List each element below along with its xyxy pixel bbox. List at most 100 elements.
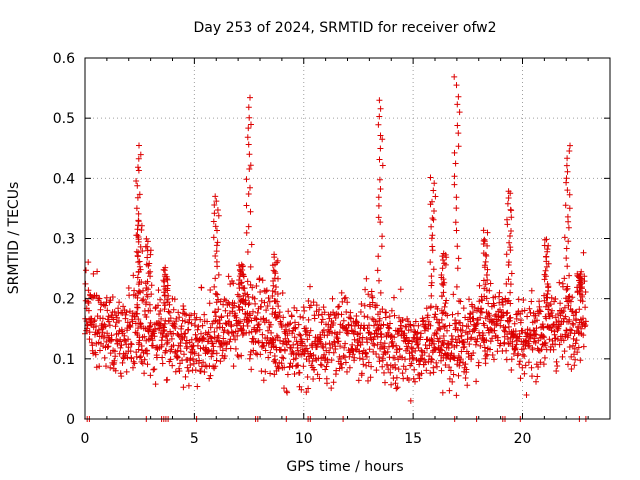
data-point bbox=[456, 359, 463, 366]
data-point bbox=[191, 350, 198, 357]
data-point bbox=[314, 371, 321, 378]
data-point bbox=[544, 299, 550, 306]
data-point bbox=[190, 356, 197, 363]
data-point bbox=[570, 321, 577, 328]
data-point bbox=[379, 136, 386, 143]
data-point bbox=[144, 254, 151, 261]
data-point bbox=[463, 366, 470, 373]
data-point bbox=[376, 358, 383, 365]
data-point bbox=[274, 334, 281, 341]
data-point bbox=[199, 335, 206, 342]
data-point bbox=[377, 145, 384, 152]
data-point bbox=[175, 309, 182, 316]
data-point bbox=[564, 263, 571, 270]
data-point bbox=[273, 314, 280, 321]
data-point bbox=[373, 302, 380, 309]
data-point bbox=[155, 302, 161, 309]
data-point bbox=[133, 353, 140, 360]
data-point bbox=[357, 309, 364, 315]
data-point bbox=[376, 277, 382, 284]
data-point bbox=[158, 315, 165, 322]
data-point bbox=[136, 191, 143, 198]
data-point bbox=[251, 295, 258, 302]
data-point bbox=[477, 314, 484, 321]
data-point bbox=[542, 339, 549, 346]
data-point bbox=[360, 356, 366, 363]
data-point bbox=[408, 360, 415, 367]
data-point bbox=[340, 317, 347, 324]
data-point bbox=[428, 223, 435, 230]
data-point bbox=[197, 345, 204, 352]
data-point bbox=[136, 354, 143, 361]
data-point bbox=[432, 311, 439, 318]
data-point bbox=[440, 250, 447, 257]
data-point bbox=[152, 326, 159, 333]
data-point bbox=[460, 305, 467, 312]
data-point bbox=[214, 291, 221, 298]
data-point bbox=[265, 327, 271, 334]
data-point bbox=[104, 344, 111, 350]
data-point bbox=[569, 308, 576, 315]
data-point bbox=[480, 332, 487, 339]
data-point bbox=[430, 187, 437, 194]
data-point bbox=[207, 324, 214, 331]
data-point bbox=[507, 206, 514, 213]
data-point bbox=[504, 309, 511, 316]
data-point bbox=[135, 164, 141, 171]
data-point bbox=[166, 309, 173, 316]
data-point bbox=[566, 293, 573, 300]
data-point bbox=[336, 329, 343, 336]
data-point bbox=[532, 312, 539, 319]
data-point bbox=[351, 336, 358, 343]
data-point bbox=[347, 309, 354, 316]
data-point bbox=[97, 306, 104, 313]
data-point bbox=[193, 314, 200, 321]
data-point bbox=[432, 193, 439, 200]
data-point bbox=[480, 250, 487, 257]
data-point bbox=[470, 315, 477, 322]
data-point bbox=[212, 253, 219, 259]
data-point bbox=[284, 332, 291, 339]
data-point bbox=[239, 327, 246, 334]
data-point bbox=[137, 266, 144, 273]
data-point bbox=[430, 266, 437, 273]
data-point bbox=[161, 289, 167, 296]
y-tick-label: 0.6 bbox=[53, 51, 75, 67]
data-point bbox=[408, 326, 414, 333]
data-point bbox=[188, 320, 195, 327]
data-point bbox=[244, 291, 251, 298]
data-point bbox=[541, 334, 548, 341]
data-point bbox=[102, 323, 109, 330]
data-point bbox=[285, 308, 292, 315]
data-point bbox=[238, 352, 245, 359]
data-point bbox=[459, 322, 466, 329]
data-point bbox=[411, 366, 418, 373]
data-point bbox=[296, 369, 303, 376]
data-point bbox=[563, 175, 570, 182]
data-point bbox=[103, 363, 109, 370]
data-point bbox=[576, 277, 583, 284]
data-point bbox=[160, 266, 167, 273]
data-point bbox=[496, 299, 503, 306]
data-point bbox=[258, 368, 265, 375]
data-point bbox=[540, 333, 547, 340]
data-point bbox=[374, 341, 381, 348]
data-point bbox=[453, 283, 460, 290]
data-point bbox=[213, 313, 219, 320]
data-point bbox=[512, 328, 519, 335]
data-point bbox=[147, 372, 154, 379]
data-point bbox=[278, 324, 285, 330]
data-point bbox=[213, 258, 220, 265]
data-point bbox=[309, 358, 316, 365]
data-point bbox=[303, 345, 310, 352]
data-point bbox=[415, 322, 422, 329]
data-point bbox=[247, 208, 254, 215]
data-point bbox=[456, 298, 462, 304]
data-point bbox=[393, 374, 400, 381]
data-point bbox=[391, 312, 398, 319]
data-point bbox=[380, 321, 387, 328]
data-point bbox=[356, 355, 363, 362]
data-point bbox=[453, 320, 460, 327]
data-point bbox=[293, 338, 300, 345]
data-point bbox=[181, 351, 187, 358]
